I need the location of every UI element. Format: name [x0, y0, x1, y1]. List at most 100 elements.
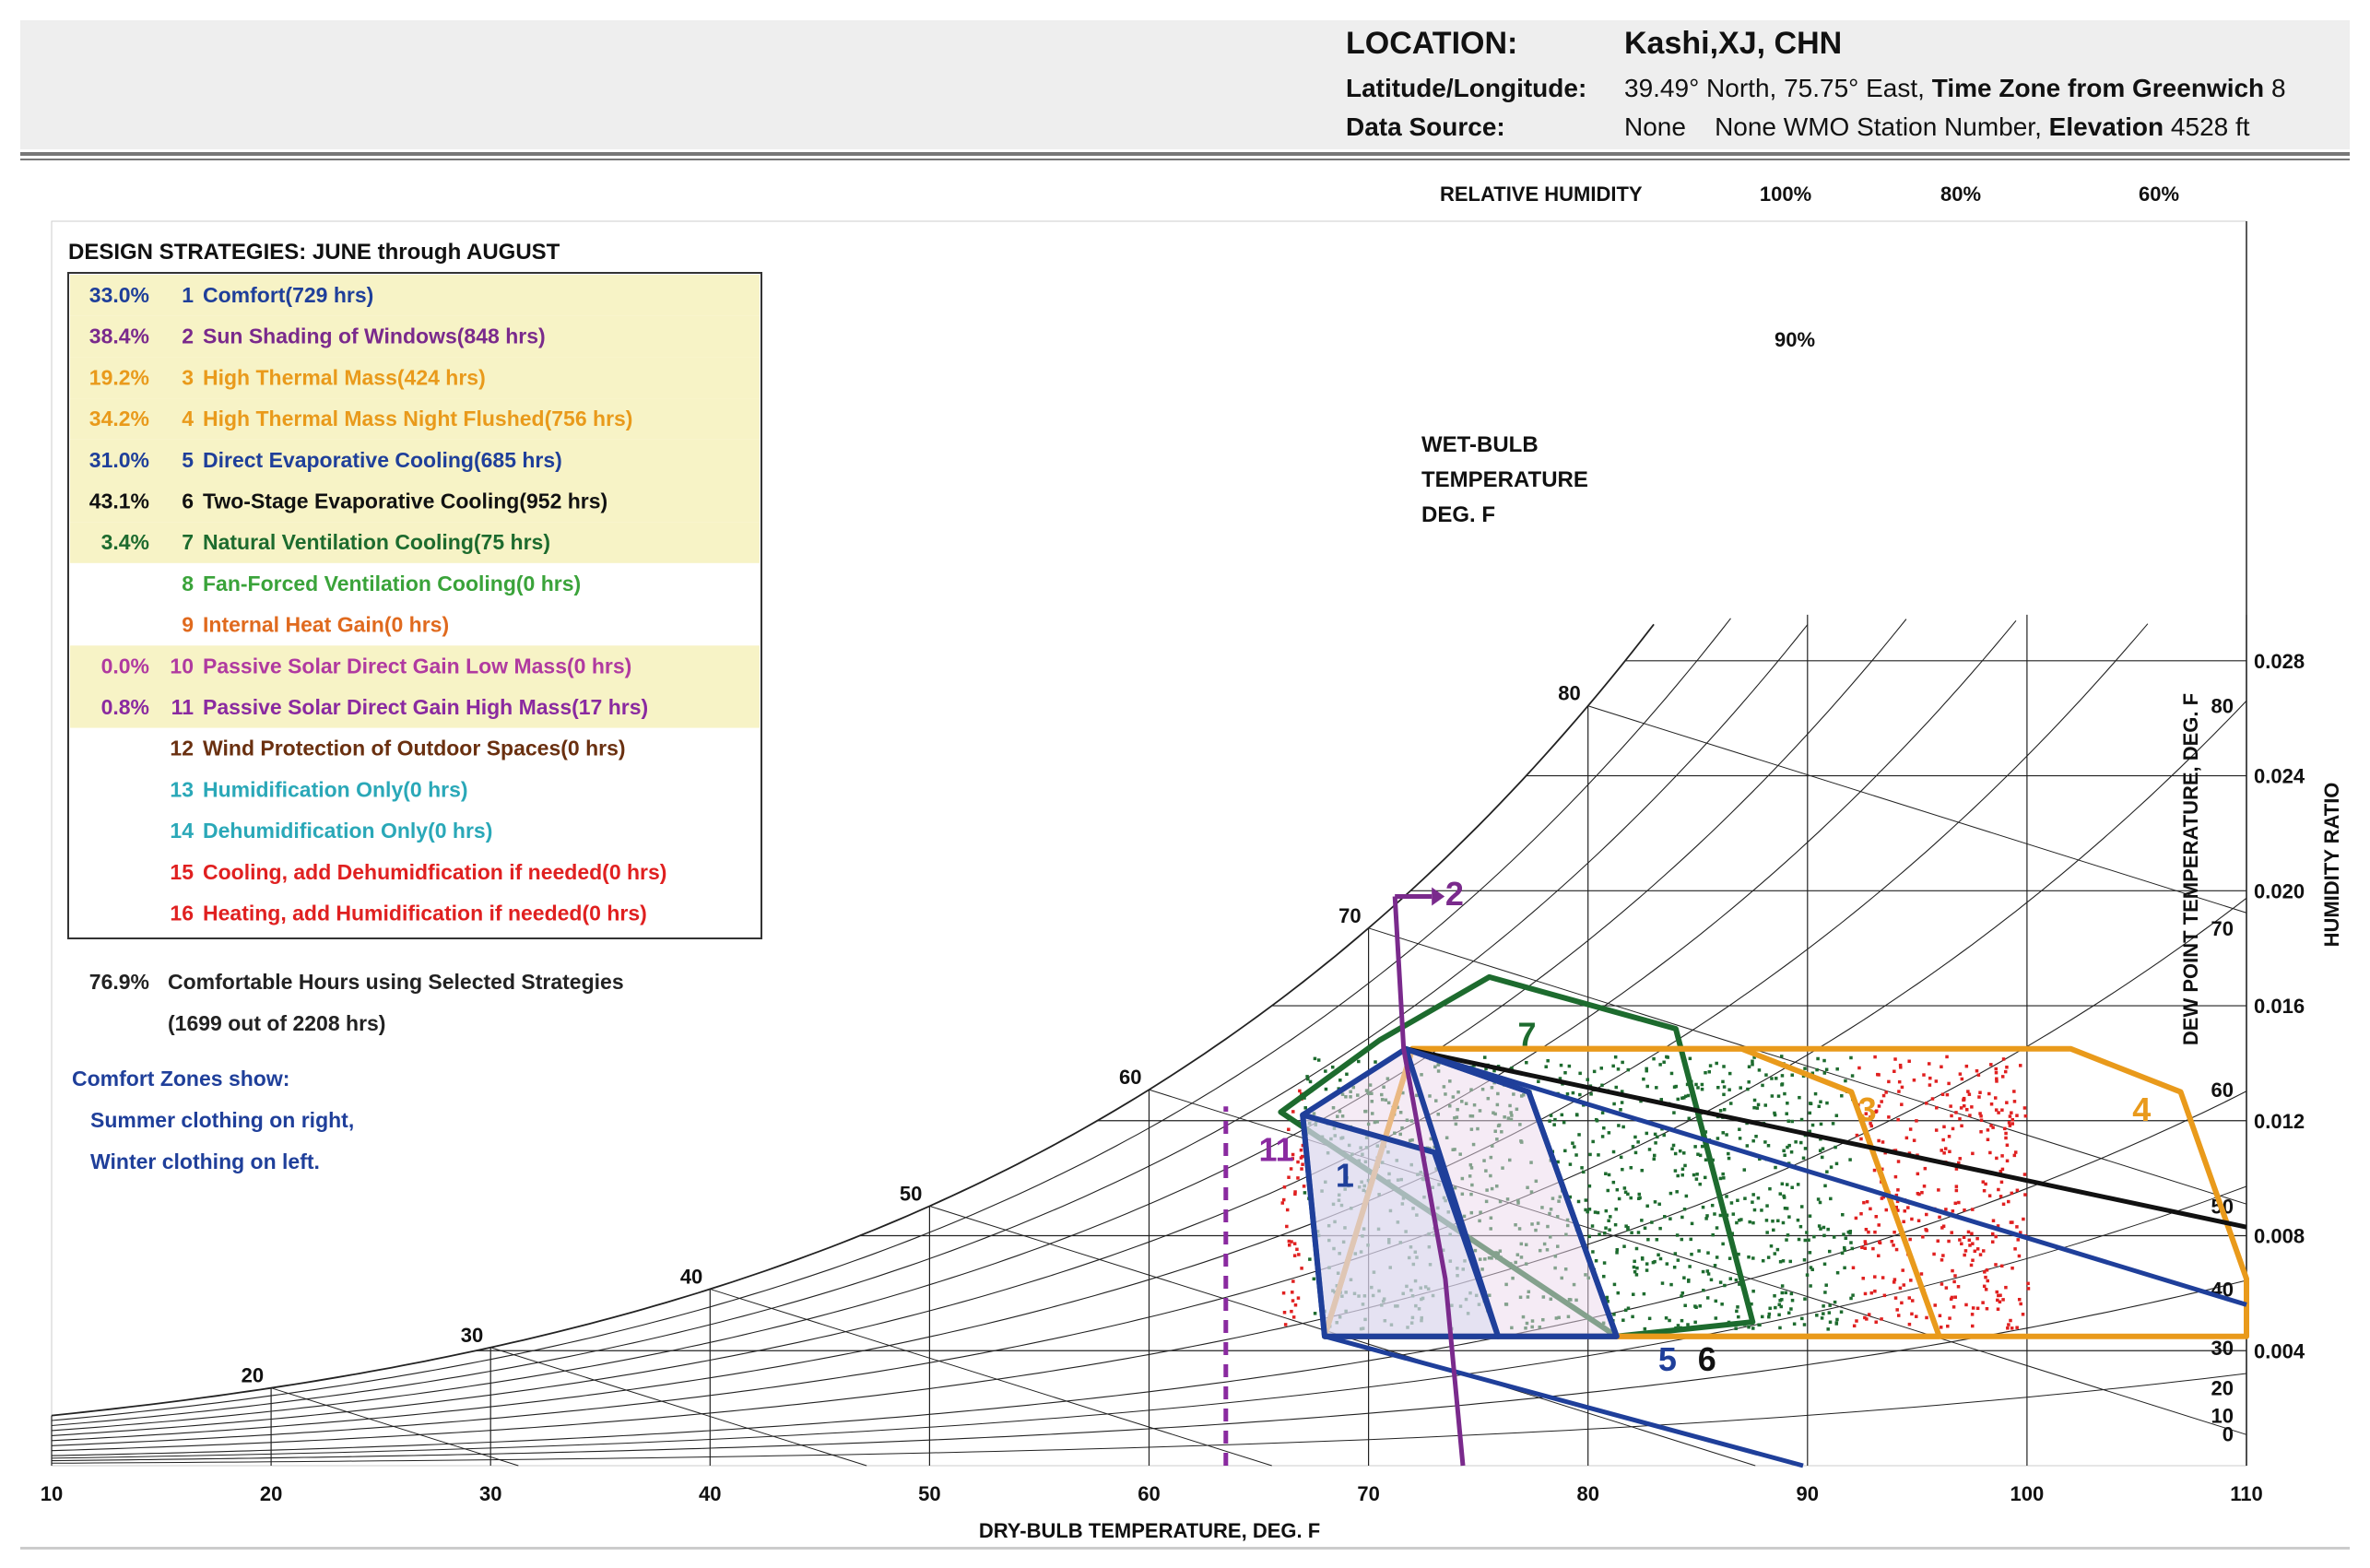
hour-point — [1633, 1259, 1636, 1264]
hour-point — [1824, 1283, 1828, 1287]
hour-point — [1737, 1315, 1740, 1319]
hour-point — [1658, 1063, 1662, 1067]
hour-point — [2003, 1069, 2008, 1074]
hour-point — [1910, 1299, 1915, 1303]
zone-label-4: 4 — [2132, 1091, 2151, 1128]
hour-point — [1912, 1079, 1916, 1082]
hour-point — [2007, 1199, 2010, 1204]
hour-point — [1940, 1149, 1943, 1152]
hour-point — [1728, 1102, 1733, 1105]
wmo-station: None WMO Station Number, — [1715, 112, 2042, 141]
hour-point — [1738, 1219, 1741, 1222]
hour-point — [1600, 1135, 1605, 1138]
hour-point — [1301, 1162, 1304, 1166]
hour-point — [1722, 1085, 1727, 1089]
hour-point — [1763, 1103, 1768, 1107]
hour-point — [2023, 1193, 2027, 1197]
hour-point — [1852, 1324, 1857, 1328]
hour-point — [1948, 1316, 1951, 1320]
hour-point — [1680, 1215, 1684, 1220]
hour-point — [1822, 1225, 1826, 1230]
hour-point — [1938, 1314, 1942, 1318]
hour-point — [1970, 1313, 1975, 1316]
hour-point — [1665, 1262, 1669, 1266]
hour-point — [1751, 1059, 1754, 1064]
hour-point — [1666, 1055, 1669, 1059]
wet-bulb-label: 50 — [900, 1182, 922, 1205]
legend-label: Wind Protection of Outdoor Spaces(0 hrs) — [203, 737, 626, 760]
hour-point — [1663, 1215, 1667, 1219]
hour-point — [1690, 1252, 1693, 1256]
legend-num: 2 — [182, 324, 194, 348]
hour-point — [1672, 1111, 1676, 1114]
hour-point — [1622, 1244, 1626, 1248]
hour-point — [1989, 1102, 1994, 1106]
hour-point — [1908, 1237, 1912, 1242]
hour-point — [1751, 1289, 1755, 1293]
hour-point — [1986, 1279, 1989, 1283]
wet-bulb-line — [490, 1347, 867, 1467]
hour-point — [2021, 1313, 2025, 1316]
hour-point — [1874, 1110, 1878, 1114]
hour-point — [1799, 1205, 1804, 1208]
relative-humidity-curve — [51, 1091, 2247, 1456]
hour-point — [1608, 1228, 1611, 1232]
x-tick-label: 50 — [918, 1482, 940, 1505]
hour-point — [1764, 1073, 1768, 1077]
hour-point — [1700, 1082, 1704, 1087]
hour-point — [2000, 1167, 2005, 1172]
hour-point — [1757, 1323, 1761, 1327]
hour-point — [1752, 1105, 1756, 1110]
hour-point — [1809, 1284, 1812, 1288]
hour-point — [1605, 1295, 1609, 1300]
hour-point — [2009, 1220, 2013, 1224]
hour-point — [1563, 1149, 1567, 1153]
hour-point — [1620, 1090, 1624, 1093]
hour-point — [1785, 1207, 1789, 1210]
hour-point — [1291, 1279, 1295, 1283]
wet-bulb-line — [710, 1288, 1272, 1467]
hour-point — [1697, 1249, 1701, 1253]
hour-point — [1626, 1192, 1630, 1197]
hour-point — [1960, 1242, 1963, 1245]
legend-label: Direct Evaporative Cooling(685 hrs) — [203, 448, 562, 472]
hour-point — [1645, 1268, 1649, 1272]
hour-point — [1835, 1270, 1840, 1275]
two-stage-evap-line — [1405, 1046, 2247, 1230]
hour-point — [1892, 1280, 1896, 1284]
hour-point — [1967, 1238, 1972, 1243]
hour-point — [1869, 1207, 1872, 1211]
hour-point — [1896, 1188, 1900, 1192]
hour-point — [1757, 1068, 1762, 1072]
hour-point — [1786, 1233, 1790, 1237]
dew-point-label: 10 — [2211, 1405, 2234, 1428]
hour-point — [1968, 1244, 1972, 1247]
hour-point — [1840, 1094, 1844, 1098]
hour-point — [1680, 1291, 1685, 1295]
hour-point — [1588, 1152, 1592, 1157]
hour-point — [1816, 1056, 1820, 1061]
hour-point — [1664, 1316, 1668, 1320]
hour-point — [1680, 1167, 1685, 1172]
hour-point — [1300, 1167, 1303, 1171]
hour-point — [1943, 1147, 1948, 1150]
hour-point — [1953, 1201, 1958, 1206]
hour-point — [1982, 1188, 1987, 1193]
hour-point — [2010, 1326, 2014, 1330]
hour-point — [1703, 1175, 1707, 1180]
hour-point — [1957, 1161, 1961, 1165]
hour-point — [1739, 1086, 1742, 1090]
hour-point — [1638, 1196, 1642, 1200]
hour-point — [1324, 1087, 1328, 1091]
hour-point — [1765, 1231, 1769, 1234]
hour-point — [1797, 1237, 1801, 1242]
hour-point — [1624, 1224, 1628, 1228]
hour-point — [1282, 1185, 1287, 1189]
hour-point — [1790, 1185, 1794, 1189]
hour-point — [1880, 1197, 1884, 1200]
hour-point — [1604, 1208, 1609, 1213]
hour-point — [1807, 1238, 1810, 1242]
hour-point — [1670, 1147, 1674, 1151]
hour-point — [1607, 1131, 1611, 1135]
hour-point — [1835, 1067, 1839, 1071]
